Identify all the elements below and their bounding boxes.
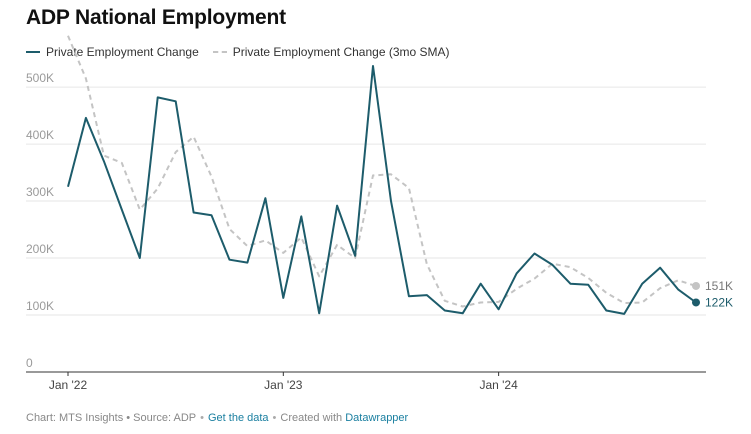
- series-line-sma: [67, 35, 697, 308]
- x-tick-label: Jan '23: [264, 378, 303, 392]
- end-label-sma: 151K: [705, 279, 733, 293]
- y-tick-label: 0: [26, 356, 33, 370]
- legend-item-main: Private Employment Change: [26, 45, 199, 59]
- y-tick-label: 100K: [26, 299, 54, 313]
- series-line-main: [67, 65, 697, 315]
- y-tick-label: 300K: [26, 185, 54, 199]
- end-point-sma: [692, 281, 700, 290]
- datawrapper-link[interactable]: Datawrapper: [345, 412, 409, 424]
- legend-swatch-sma: [212, 51, 227, 53]
- legend-swatch-main: [26, 51, 40, 53]
- legend: Private Employment Change Private Employ…: [26, 45, 464, 59]
- x-tick-label: Jan '22: [49, 378, 88, 392]
- y-tick-label: 500K: [26, 71, 54, 85]
- y-tick-label: 200K: [26, 242, 54, 256]
- chart-title: ADP National Employment: [26, 6, 286, 29]
- legend-label-main: Private Employment Change: [46, 45, 199, 59]
- chart-footer: Chart: MTS Insights • Source: ADP • Get th…: [26, 412, 409, 424]
- legend-label-sma: Private Employment Change (3mo SMA): [232, 45, 450, 59]
- footer-source: Chart: MTS Insights • Source: ADP: [26, 412, 197, 424]
- footer-created-with: Created with: [280, 412, 343, 424]
- end-point-main: [692, 298, 700, 307]
- end-label-main: 122K: [705, 295, 733, 309]
- get-data-link[interactable]: Get the data: [208, 412, 269, 424]
- x-tick-label: Jan '24: [479, 378, 518, 392]
- y-tick-label: 400K: [26, 128, 54, 142]
- legend-item-sma: Private Employment Change (3mo SMA): [212, 45, 450, 59]
